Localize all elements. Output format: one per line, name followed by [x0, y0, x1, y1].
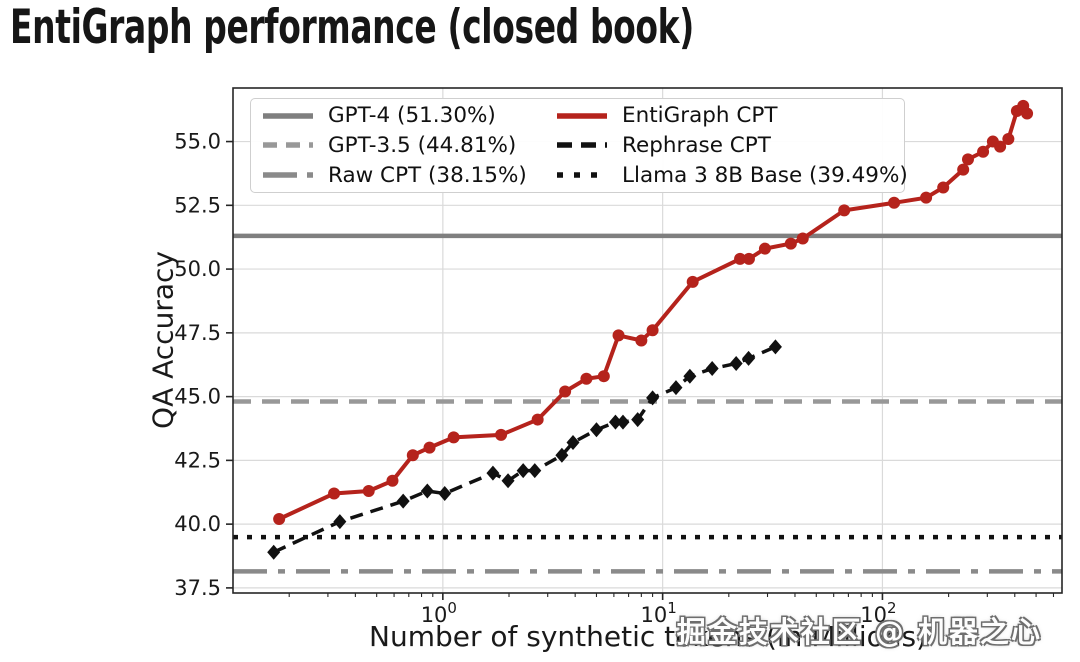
y-tick-label: 40.0 — [174, 512, 221, 536]
legend-label: EntiGraph CPT — [622, 103, 778, 129]
legend-label: GPT-4 (51.30%) — [328, 103, 496, 129]
data-point — [1002, 133, 1015, 146]
data-point — [396, 493, 410, 509]
data-point — [423, 441, 436, 454]
data-point — [528, 463, 542, 479]
legend-item: GPT-4 (51.30%) — [263, 103, 557, 128]
y-tick-label: 47.5 — [174, 321, 221, 345]
chart-title: EntiGraph performance (closed book) — [10, 0, 694, 55]
data-point — [589, 422, 603, 438]
x-axis-label: Number of synthetic tokens (in Millions) — [369, 620, 927, 653]
data-point — [729, 355, 743, 371]
legend-line-sample — [263, 142, 313, 149]
data-point — [447, 431, 460, 444]
series-line — [272, 345, 777, 554]
y-tick-label: 37.5 — [174, 576, 221, 600]
data-point — [742, 350, 756, 366]
y-axis-label: QA Accuracy — [146, 251, 180, 429]
data-point — [516, 463, 530, 479]
legend-item: GPT-3.5 (44.81%) — [263, 133, 557, 158]
legend-item: EntiGraph CPT — [557, 103, 908, 128]
data-point — [646, 324, 659, 337]
watermark: 掘金技术社区 @ 机器之心 — [676, 615, 1042, 649]
data-point — [937, 181, 950, 194]
data-point — [267, 544, 281, 560]
data-point — [273, 513, 286, 526]
axis-ticks — [226, 140, 1055, 600]
y-tick-label: 55.0 — [174, 130, 221, 154]
data-point — [501, 473, 515, 489]
data-point — [328, 487, 341, 500]
data-point — [438, 486, 452, 502]
data-point — [559, 385, 572, 398]
series-entigraph-cpt — [273, 99, 1034, 526]
data-point — [566, 435, 580, 451]
data-point — [631, 412, 645, 428]
legend: GPT-4 (51.30%) GPT-3.5 (44.81%) Raw CPT (3… — [250, 98, 908, 193]
data-point — [705, 361, 719, 377]
y-tick-label: 45.0 — [174, 385, 221, 409]
data-point — [1021, 107, 1034, 120]
data-point — [612, 329, 625, 342]
legend-item: Rephrase CPT — [557, 133, 908, 158]
data-point — [957, 163, 970, 176]
data-point — [796, 232, 809, 245]
series-rephrase-cpt — [267, 339, 782, 560]
data-point — [784, 237, 797, 250]
data-point — [420, 483, 434, 499]
legend-item: Llama 3 8B Base (39.49%) — [557, 163, 908, 188]
data-point — [888, 196, 901, 209]
data-point — [635, 334, 648, 347]
data-point — [531, 413, 544, 426]
legend-line-sample — [263, 113, 313, 119]
y-tick-label: 42.5 — [174, 448, 221, 472]
legend-item: Raw CPT (38.15%) — [263, 163, 557, 188]
legend-label: Llama 3 8B Base (39.49%) — [622, 162, 908, 188]
data-point — [495, 428, 508, 441]
data-point — [994, 140, 1007, 153]
data-point — [742, 252, 755, 265]
legend-label: GPT-3.5 (44.81%) — [328, 132, 517, 158]
data-point — [608, 414, 622, 430]
y-tick-label: 52.5 — [174, 193, 221, 217]
data-point — [961, 153, 974, 166]
legend-line-sample — [557, 142, 607, 149]
legend-line-sample — [557, 113, 607, 119]
y-tick-label: 50.0 — [174, 257, 221, 281]
data-point — [669, 380, 683, 396]
data-point — [597, 370, 610, 383]
data-point — [555, 447, 569, 463]
plot-spines — [232, 87, 1063, 594]
data-point — [616, 414, 630, 430]
data-point — [386, 474, 399, 487]
data-point — [758, 242, 771, 255]
legend-line-sample — [557, 172, 607, 178]
legend-label: Raw CPT (38.15%) — [328, 162, 527, 188]
data-point — [768, 339, 782, 355]
data-point — [683, 368, 697, 384]
data-point — [686, 275, 699, 288]
data-point — [977, 145, 990, 158]
data-point — [838, 204, 851, 217]
data-point — [362, 484, 375, 497]
data-point — [734, 252, 747, 265]
data-point — [406, 449, 419, 462]
data-point — [580, 372, 593, 385]
legend-label: Rephrase CPT — [622, 132, 771, 158]
data-point — [486, 465, 500, 481]
data-point — [646, 390, 660, 406]
data-point — [920, 191, 933, 204]
data-point — [333, 514, 347, 530]
legend-line-sample — [263, 172, 313, 178]
